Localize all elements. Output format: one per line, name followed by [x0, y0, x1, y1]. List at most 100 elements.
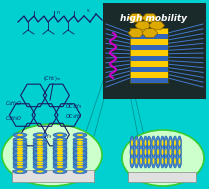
Ellipse shape — [57, 157, 63, 159]
Ellipse shape — [162, 149, 163, 155]
Ellipse shape — [77, 156, 83, 159]
Ellipse shape — [157, 140, 159, 146]
Ellipse shape — [152, 145, 155, 159]
Ellipse shape — [140, 149, 142, 155]
Ellipse shape — [73, 147, 87, 151]
Ellipse shape — [53, 156, 67, 160]
Polygon shape — [135, 21, 151, 30]
Ellipse shape — [13, 149, 27, 153]
Ellipse shape — [33, 165, 47, 169]
Ellipse shape — [168, 145, 172, 159]
FancyBboxPatch shape — [12, 170, 94, 182]
Ellipse shape — [73, 160, 87, 165]
Ellipse shape — [13, 151, 27, 156]
Ellipse shape — [13, 160, 27, 165]
Ellipse shape — [17, 162, 23, 163]
Ellipse shape — [135, 154, 139, 168]
Ellipse shape — [174, 158, 176, 164]
Ellipse shape — [37, 157, 43, 159]
Ellipse shape — [33, 155, 47, 160]
Ellipse shape — [73, 153, 87, 158]
Ellipse shape — [140, 158, 142, 164]
Text: n: n — [57, 10, 60, 15]
Ellipse shape — [169, 149, 171, 155]
Bar — [130, 61, 168, 67]
Text: $C_4H_9O$: $C_4H_9O$ — [5, 99, 22, 108]
Ellipse shape — [57, 155, 63, 156]
Bar — [130, 67, 168, 72]
Ellipse shape — [37, 162, 43, 163]
Polygon shape — [149, 21, 165, 30]
Ellipse shape — [53, 160, 67, 165]
Ellipse shape — [165, 158, 167, 164]
Ellipse shape — [53, 149, 67, 153]
Ellipse shape — [73, 169, 87, 174]
Ellipse shape — [37, 166, 43, 168]
Ellipse shape — [17, 155, 23, 156]
Ellipse shape — [17, 152, 23, 154]
Ellipse shape — [130, 154, 134, 168]
Ellipse shape — [73, 162, 87, 167]
Ellipse shape — [53, 151, 67, 155]
Ellipse shape — [173, 154, 177, 168]
Bar — [130, 39, 168, 44]
Ellipse shape — [17, 159, 23, 161]
Ellipse shape — [153, 149, 154, 155]
Ellipse shape — [13, 142, 27, 146]
Ellipse shape — [17, 139, 23, 140]
Ellipse shape — [73, 140, 87, 144]
Ellipse shape — [37, 163, 43, 166]
Ellipse shape — [179, 158, 180, 164]
Ellipse shape — [73, 151, 87, 155]
Bar — [130, 77, 168, 83]
Polygon shape — [142, 14, 158, 22]
Ellipse shape — [53, 155, 67, 160]
Bar — [130, 56, 168, 61]
Ellipse shape — [53, 165, 67, 169]
Ellipse shape — [17, 148, 23, 150]
Ellipse shape — [13, 156, 27, 160]
Ellipse shape — [57, 148, 63, 150]
Ellipse shape — [131, 149, 133, 155]
Ellipse shape — [139, 145, 143, 159]
Ellipse shape — [53, 133, 67, 137]
Text: $OC_4H_9$: $OC_4H_9$ — [35, 132, 52, 141]
Ellipse shape — [73, 158, 87, 162]
Ellipse shape — [33, 146, 47, 151]
Ellipse shape — [156, 154, 160, 168]
Ellipse shape — [57, 166, 63, 168]
Ellipse shape — [57, 139, 63, 140]
Ellipse shape — [77, 155, 83, 156]
Ellipse shape — [53, 146, 67, 151]
Ellipse shape — [77, 150, 83, 152]
Ellipse shape — [165, 149, 167, 155]
Ellipse shape — [33, 144, 47, 149]
Ellipse shape — [57, 143, 63, 145]
Ellipse shape — [77, 162, 83, 163]
Ellipse shape — [73, 133, 87, 137]
Ellipse shape — [53, 142, 67, 146]
Ellipse shape — [13, 146, 27, 151]
Ellipse shape — [147, 136, 151, 150]
Ellipse shape — [147, 154, 151, 168]
Ellipse shape — [37, 153, 43, 154]
Ellipse shape — [37, 147, 43, 149]
Ellipse shape — [13, 133, 27, 137]
Ellipse shape — [17, 156, 23, 159]
Ellipse shape — [33, 137, 47, 142]
Ellipse shape — [53, 137, 67, 142]
Ellipse shape — [161, 145, 164, 159]
Ellipse shape — [13, 147, 27, 151]
Ellipse shape — [139, 136, 143, 150]
Ellipse shape — [13, 162, 27, 167]
Ellipse shape — [73, 146, 87, 151]
Text: $OC_4H_9$: $OC_4H_9$ — [65, 102, 82, 111]
Ellipse shape — [161, 154, 164, 168]
Ellipse shape — [152, 136, 155, 150]
Ellipse shape — [13, 155, 27, 160]
Ellipse shape — [140, 140, 142, 146]
Ellipse shape — [145, 149, 146, 155]
Ellipse shape — [33, 140, 47, 144]
Ellipse shape — [53, 144, 67, 149]
Ellipse shape — [13, 169, 27, 174]
